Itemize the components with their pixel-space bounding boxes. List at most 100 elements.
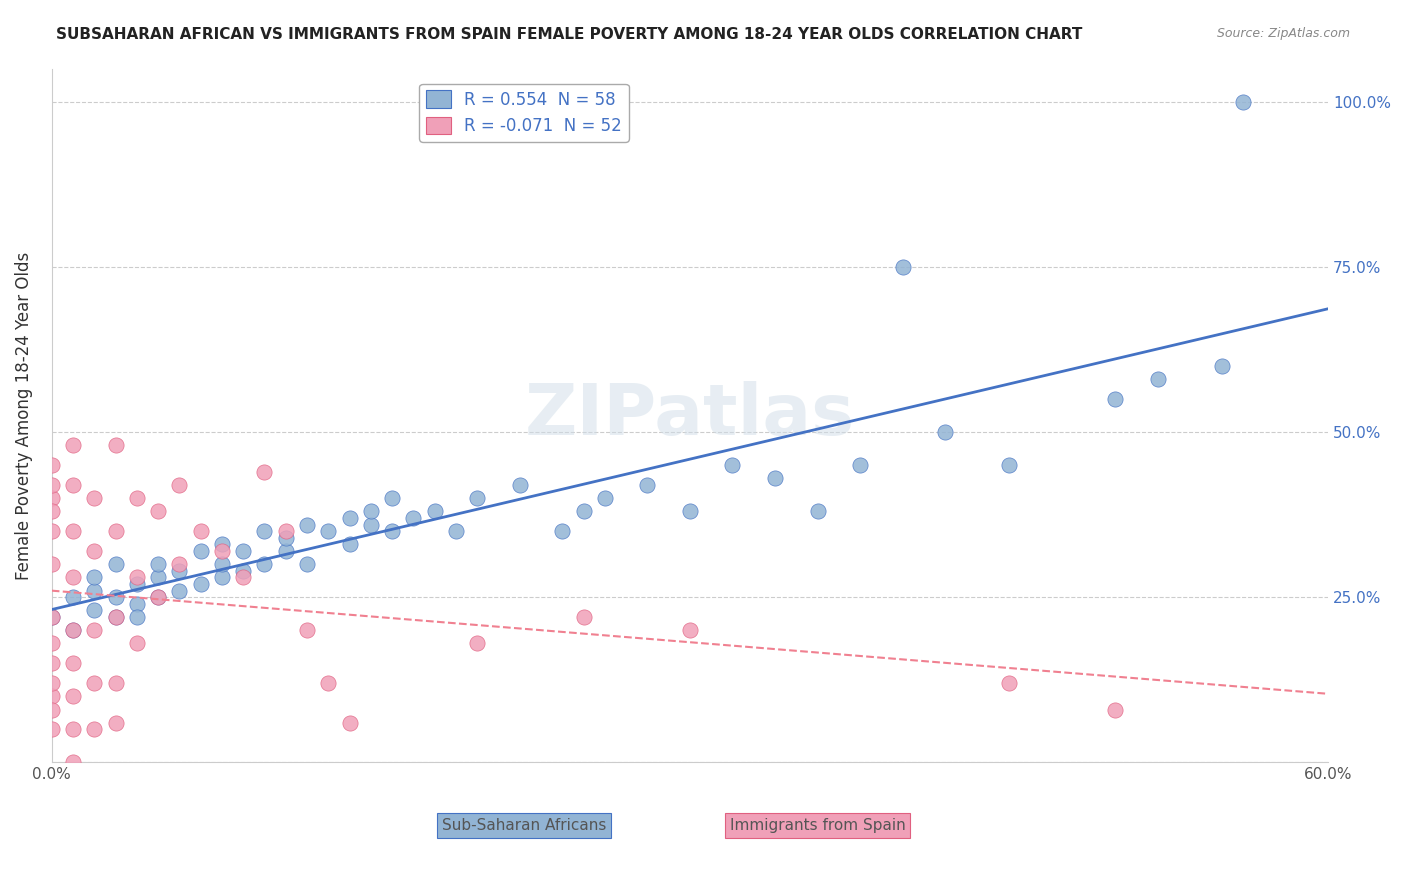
Point [169, 564, 191, 578]
Point [849, 458, 872, 472]
Point [465, 491, 488, 505]
Point [41, 702, 63, 716]
Point [274, 524, 297, 538]
Point [62, 570, 84, 584]
Point [104, 524, 127, 538]
Point [423, 504, 446, 518]
Point [360, 504, 382, 518]
Point [104, 676, 127, 690]
Point [125, 597, 148, 611]
Point [83, 676, 105, 690]
Point [41, 524, 63, 538]
Point [41, 491, 63, 505]
Point [316, 676, 339, 690]
Point [41, 636, 63, 650]
Point [146, 591, 169, 605]
Point [41, 504, 63, 518]
Point [593, 491, 616, 505]
Point [62, 756, 84, 770]
Point [509, 478, 531, 492]
Point [125, 577, 148, 591]
Point [83, 583, 105, 598]
Point [146, 570, 169, 584]
Point [146, 591, 169, 605]
Point [169, 557, 191, 571]
Point [41, 676, 63, 690]
Point [190, 577, 212, 591]
Point [83, 603, 105, 617]
Point [295, 624, 318, 638]
Point [62, 624, 84, 638]
Point [41, 723, 63, 737]
Point [891, 260, 914, 274]
Point [104, 610, 127, 624]
Point [465, 636, 488, 650]
Point [339, 537, 361, 551]
Point [41, 458, 63, 472]
Point [211, 570, 233, 584]
Point [211, 537, 233, 551]
Point [62, 690, 84, 704]
Point [274, 531, 297, 545]
Point [104, 610, 127, 624]
Point [125, 636, 148, 650]
Point [62, 591, 84, 605]
Point [41, 657, 63, 671]
Point [83, 544, 105, 558]
Point [104, 715, 127, 730]
Point [125, 491, 148, 505]
Point [62, 524, 84, 538]
Point [998, 458, 1021, 472]
Point [339, 715, 361, 730]
Legend: R = 0.554  N = 58, R = -0.071  N = 52: R = 0.554 N = 58, R = -0.071 N = 52 [419, 84, 628, 142]
Point [83, 723, 105, 737]
Point [572, 610, 595, 624]
Point [360, 517, 382, 532]
Point [1232, 95, 1254, 109]
Point [339, 511, 361, 525]
Point [679, 504, 702, 518]
Point [211, 557, 233, 571]
Point [125, 570, 148, 584]
Point [62, 657, 84, 671]
Point [381, 524, 404, 538]
Point [62, 438, 84, 452]
Point [83, 491, 105, 505]
Point [169, 583, 191, 598]
Text: ZIPatlas: ZIPatlas [524, 381, 855, 450]
Point [274, 544, 297, 558]
Point [41, 610, 63, 624]
Point [62, 478, 84, 492]
Point [1211, 359, 1233, 373]
Text: Source: ZipAtlas.com: Source: ZipAtlas.com [1216, 27, 1350, 40]
Point [146, 504, 169, 518]
Text: Immigrants from Spain: Immigrants from Spain [730, 818, 905, 833]
Point [444, 524, 467, 538]
Point [934, 425, 956, 439]
Point [169, 478, 191, 492]
Point [41, 690, 63, 704]
Point [253, 524, 276, 538]
Point [83, 570, 105, 584]
Point [125, 610, 148, 624]
Point [232, 544, 254, 558]
Point [62, 624, 84, 638]
Point [316, 524, 339, 538]
Point [763, 471, 786, 485]
Y-axis label: Female Poverty Among 18-24 Year Olds: Female Poverty Among 18-24 Year Olds [15, 252, 32, 580]
Point [104, 557, 127, 571]
Point [211, 544, 233, 558]
Point [1147, 372, 1170, 386]
Point [1104, 392, 1126, 406]
Point [41, 557, 63, 571]
Point [104, 438, 127, 452]
Point [402, 511, 425, 525]
Point [232, 570, 254, 584]
Point [998, 676, 1021, 690]
Text: SUBSAHARAN AFRICAN VS IMMIGRANTS FROM SPAIN FEMALE POVERTY AMONG 18-24 YEAR OLDS: SUBSAHARAN AFRICAN VS IMMIGRANTS FROM SP… [56, 27, 1083, 42]
Point [295, 517, 318, 532]
Point [721, 458, 744, 472]
Point [232, 564, 254, 578]
Point [41, 610, 63, 624]
Point [295, 557, 318, 571]
